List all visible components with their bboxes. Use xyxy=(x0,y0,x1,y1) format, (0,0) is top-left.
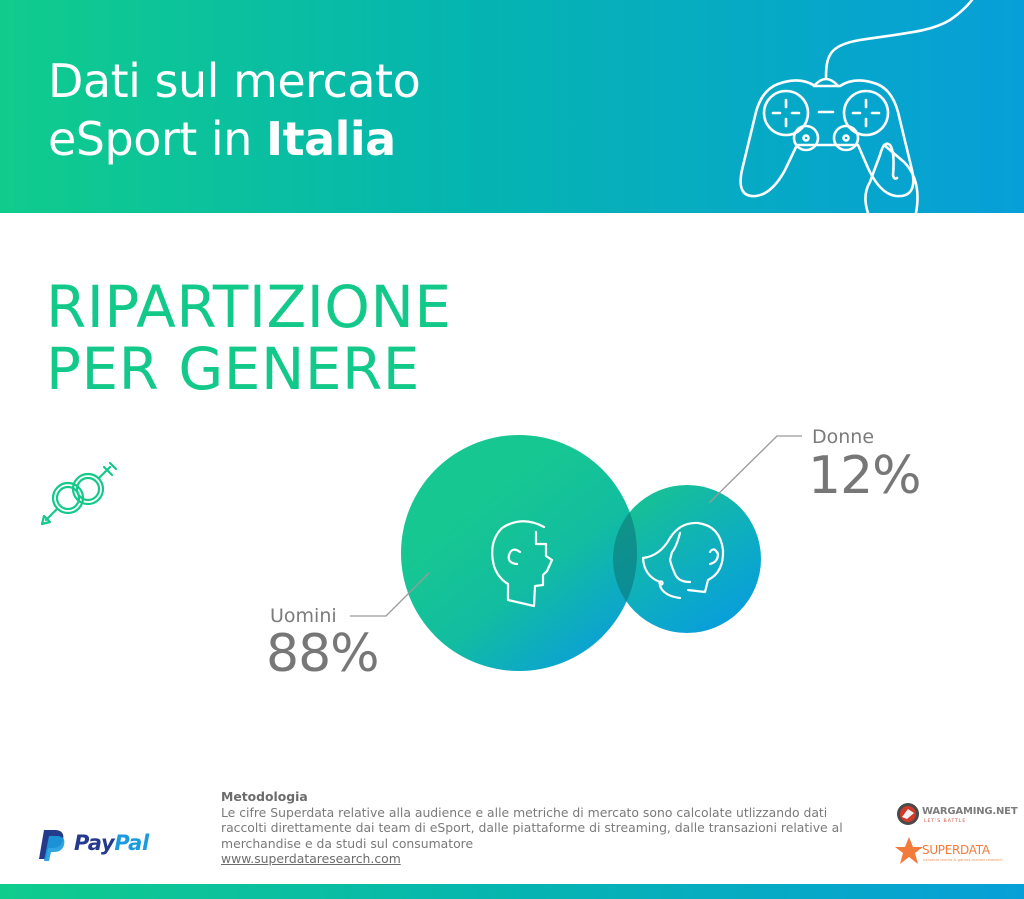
paypal-p-icon xyxy=(39,830,65,861)
game-controller-icon xyxy=(739,0,974,213)
gender-symbols-icon xyxy=(40,461,118,526)
header-title-regular: eSport in xyxy=(48,112,266,166)
superdata-link[interactable]: www.superdataresearch.com xyxy=(221,851,401,866)
male-head-icon xyxy=(491,520,554,608)
women-bubble xyxy=(613,485,761,633)
methodology-text: Le cifre Superdata relative alla audienc… xyxy=(221,804,843,851)
wargaming-tagline: LET'S BATTLE xyxy=(924,819,967,824)
men-label: Uomini xyxy=(270,605,337,627)
female-head-icon xyxy=(641,521,725,600)
men-value: 88% xyxy=(266,624,380,684)
wargaming-emblem-icon xyxy=(897,803,919,825)
section-title: RIPARTIZIONE PER GENERE xyxy=(46,276,452,400)
men-leader-line xyxy=(350,572,430,617)
women-leader-line xyxy=(708,435,802,504)
paypal-wordmark: PayPal xyxy=(74,831,149,855)
paypal-logo: PayPal xyxy=(38,828,168,862)
header-banner: Dati sul mercato eSport in Italia xyxy=(0,0,1024,213)
superdata-logo: SUPERDATA valuable media & games market … xyxy=(894,836,1008,866)
superdata-tagline: valuable media & games market research xyxy=(923,857,1003,862)
paypal-pay: Pay xyxy=(74,831,115,855)
women-label: Donne xyxy=(812,426,875,448)
men-bubble xyxy=(401,435,637,671)
header-title-line2: eSport in Italia xyxy=(48,110,420,168)
header-title-line1: Dati sul mercato xyxy=(48,54,421,108)
header-title-bold: Italia xyxy=(265,112,396,166)
header-title: Dati sul mercato eSport in Italia xyxy=(48,52,421,168)
methodology-title: Metodologia xyxy=(221,789,308,804)
footer-gradient-bar xyxy=(0,884,1024,899)
methodology-block: Metodologia Le cifre Superdata relative … xyxy=(221,789,861,867)
paypal-pal: Pal xyxy=(114,831,149,855)
women-value: 12% xyxy=(808,446,922,506)
star-icon xyxy=(895,837,923,864)
superdata-wordmark: SUPERDATA xyxy=(922,843,990,857)
section-title-line2: PER GENERE xyxy=(46,335,420,403)
wargaming-logo: WARGAMING.NET LET'S BATTLE xyxy=(896,802,1018,830)
wargaming-wordmark: WARGAMING.NET xyxy=(922,806,1018,817)
section-title-line1: RIPARTIZIONE xyxy=(46,273,452,341)
